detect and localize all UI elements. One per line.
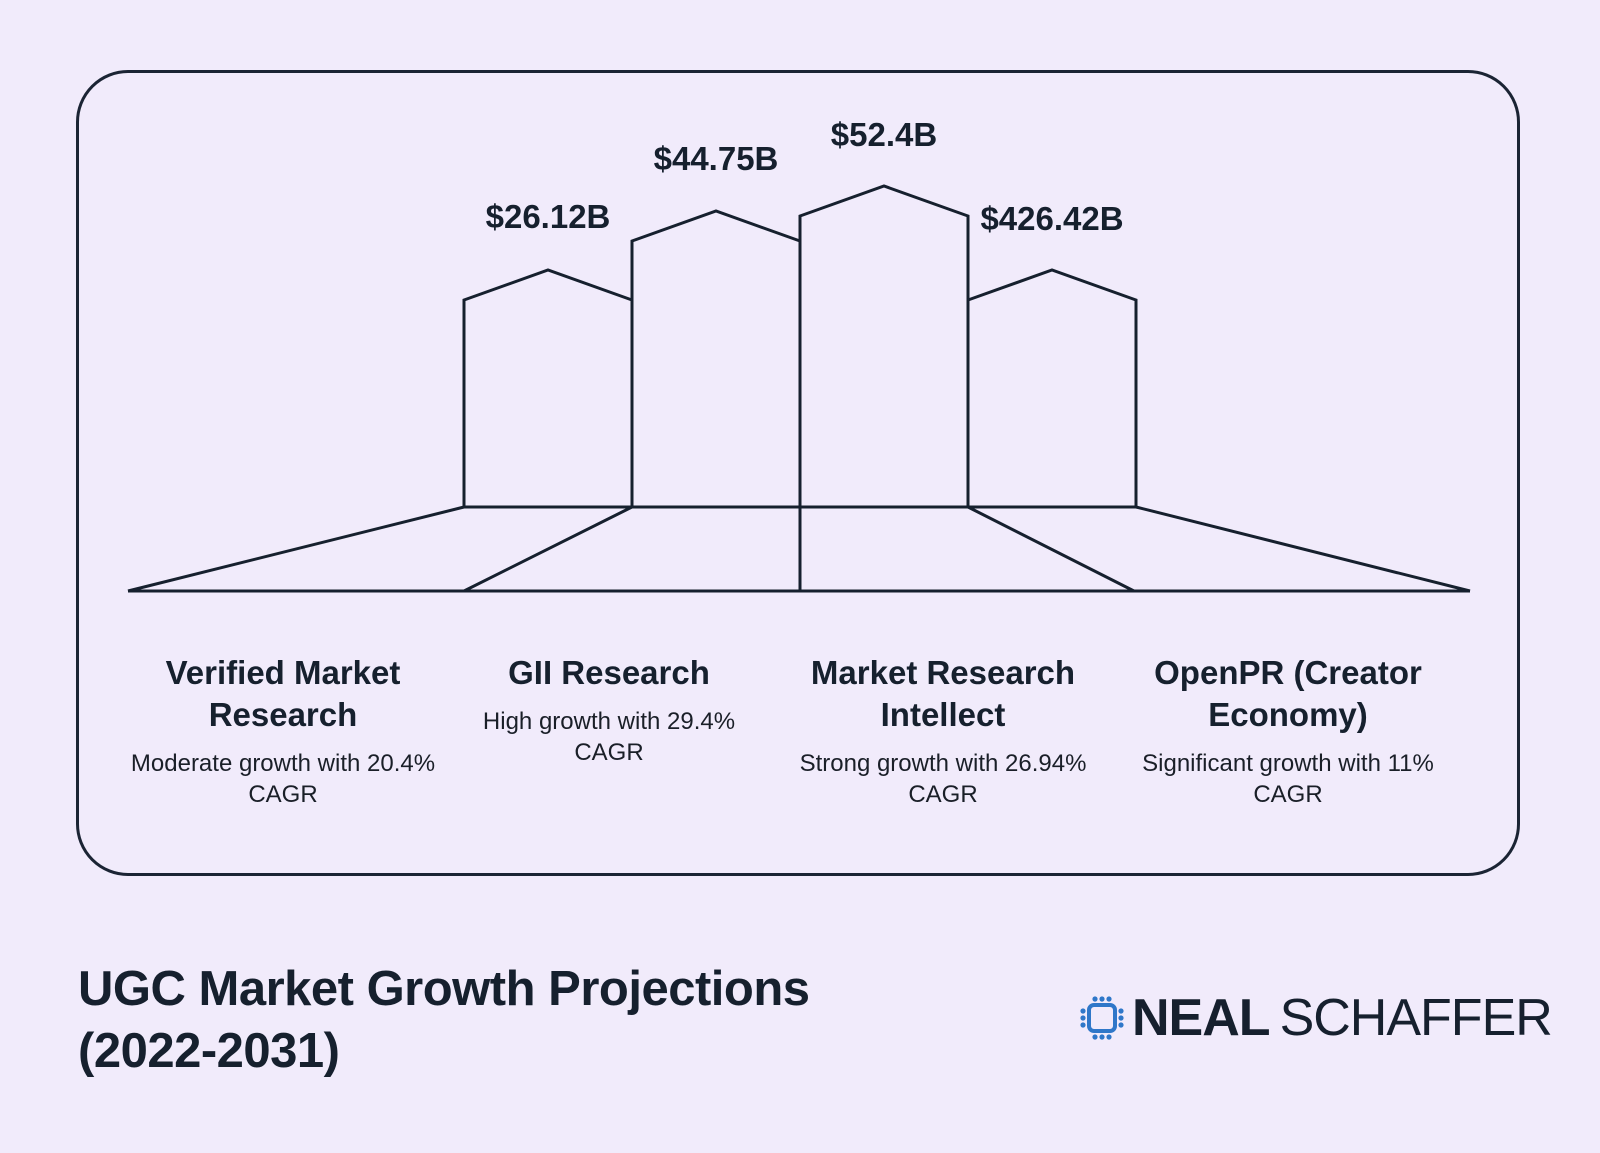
page-title-line-2: (2022-2031)	[78, 1024, 340, 1078]
category-block-0: Verified Market Research Moderate growth…	[128, 652, 438, 810]
category-block-1: GII Research High growth with 29.4% CAGR	[454, 652, 764, 768]
value-label-1: $44.75B	[654, 140, 779, 177]
category-title: Verified Market Research	[165, 654, 401, 733]
bar-0	[462, 268, 634, 509]
brand-name-light: SCHAFFER	[1279, 989, 1553, 1047]
category-title: OpenPR (Creator Economy)	[1154, 654, 1422, 733]
category-description: Moderate growth with 20.4% CAGR	[130, 750, 436, 808]
brand-name-bold: NEAL	[1132, 989, 1271, 1047]
category-block-3: OpenPR (Creator Economy) Significant gro…	[1133, 652, 1443, 810]
category-description: High growth with 29.4% CAGR	[482, 708, 736, 766]
bar-1	[630, 209, 802, 509]
bar-3	[966, 268, 1138, 509]
category-description: Significant growth with 11% CAGR	[1142, 750, 1434, 808]
perspective-line-4	[1135, 505, 1471, 593]
category-labels: Verified Market Research Moderate growth…	[0, 652, 1600, 832]
bar-2	[798, 184, 970, 509]
chip-icon	[1080, 996, 1124, 1040]
perspective-line-3	[967, 505, 1135, 593]
perspective-line-0	[127, 505, 465, 593]
floor-layer	[127, 505, 1471, 593]
chart-card	[76, 70, 1520, 876]
page-title: UGC Market Growth Projections (2022-2031…	[78, 958, 810, 1082]
page-title-line-1: UGC Market Growth Projections	[78, 962, 810, 1016]
category-title: GII Research	[508, 654, 710, 691]
value-label-0: $26.12B	[486, 198, 611, 235]
category-block-2: Market Research Intellect Strong growth …	[788, 652, 1098, 810]
category-description: Strong growth with 26.94% CAGR	[799, 750, 1087, 808]
value-label-2: $52.4B	[831, 116, 937, 153]
category-title: Market Research Intellect	[810, 654, 1076, 733]
brand-logo: NEAL SCHAFFER	[1080, 989, 1553, 1047]
brand-wordmark: NEAL SCHAFFER	[1132, 989, 1553, 1047]
perspective-line-1	[463, 505, 633, 593]
value-label-3: $426.42B	[980, 200, 1123, 237]
value-labels-layer: $26.12B $44.75B $52.4B $426.42B	[486, 116, 1124, 237]
